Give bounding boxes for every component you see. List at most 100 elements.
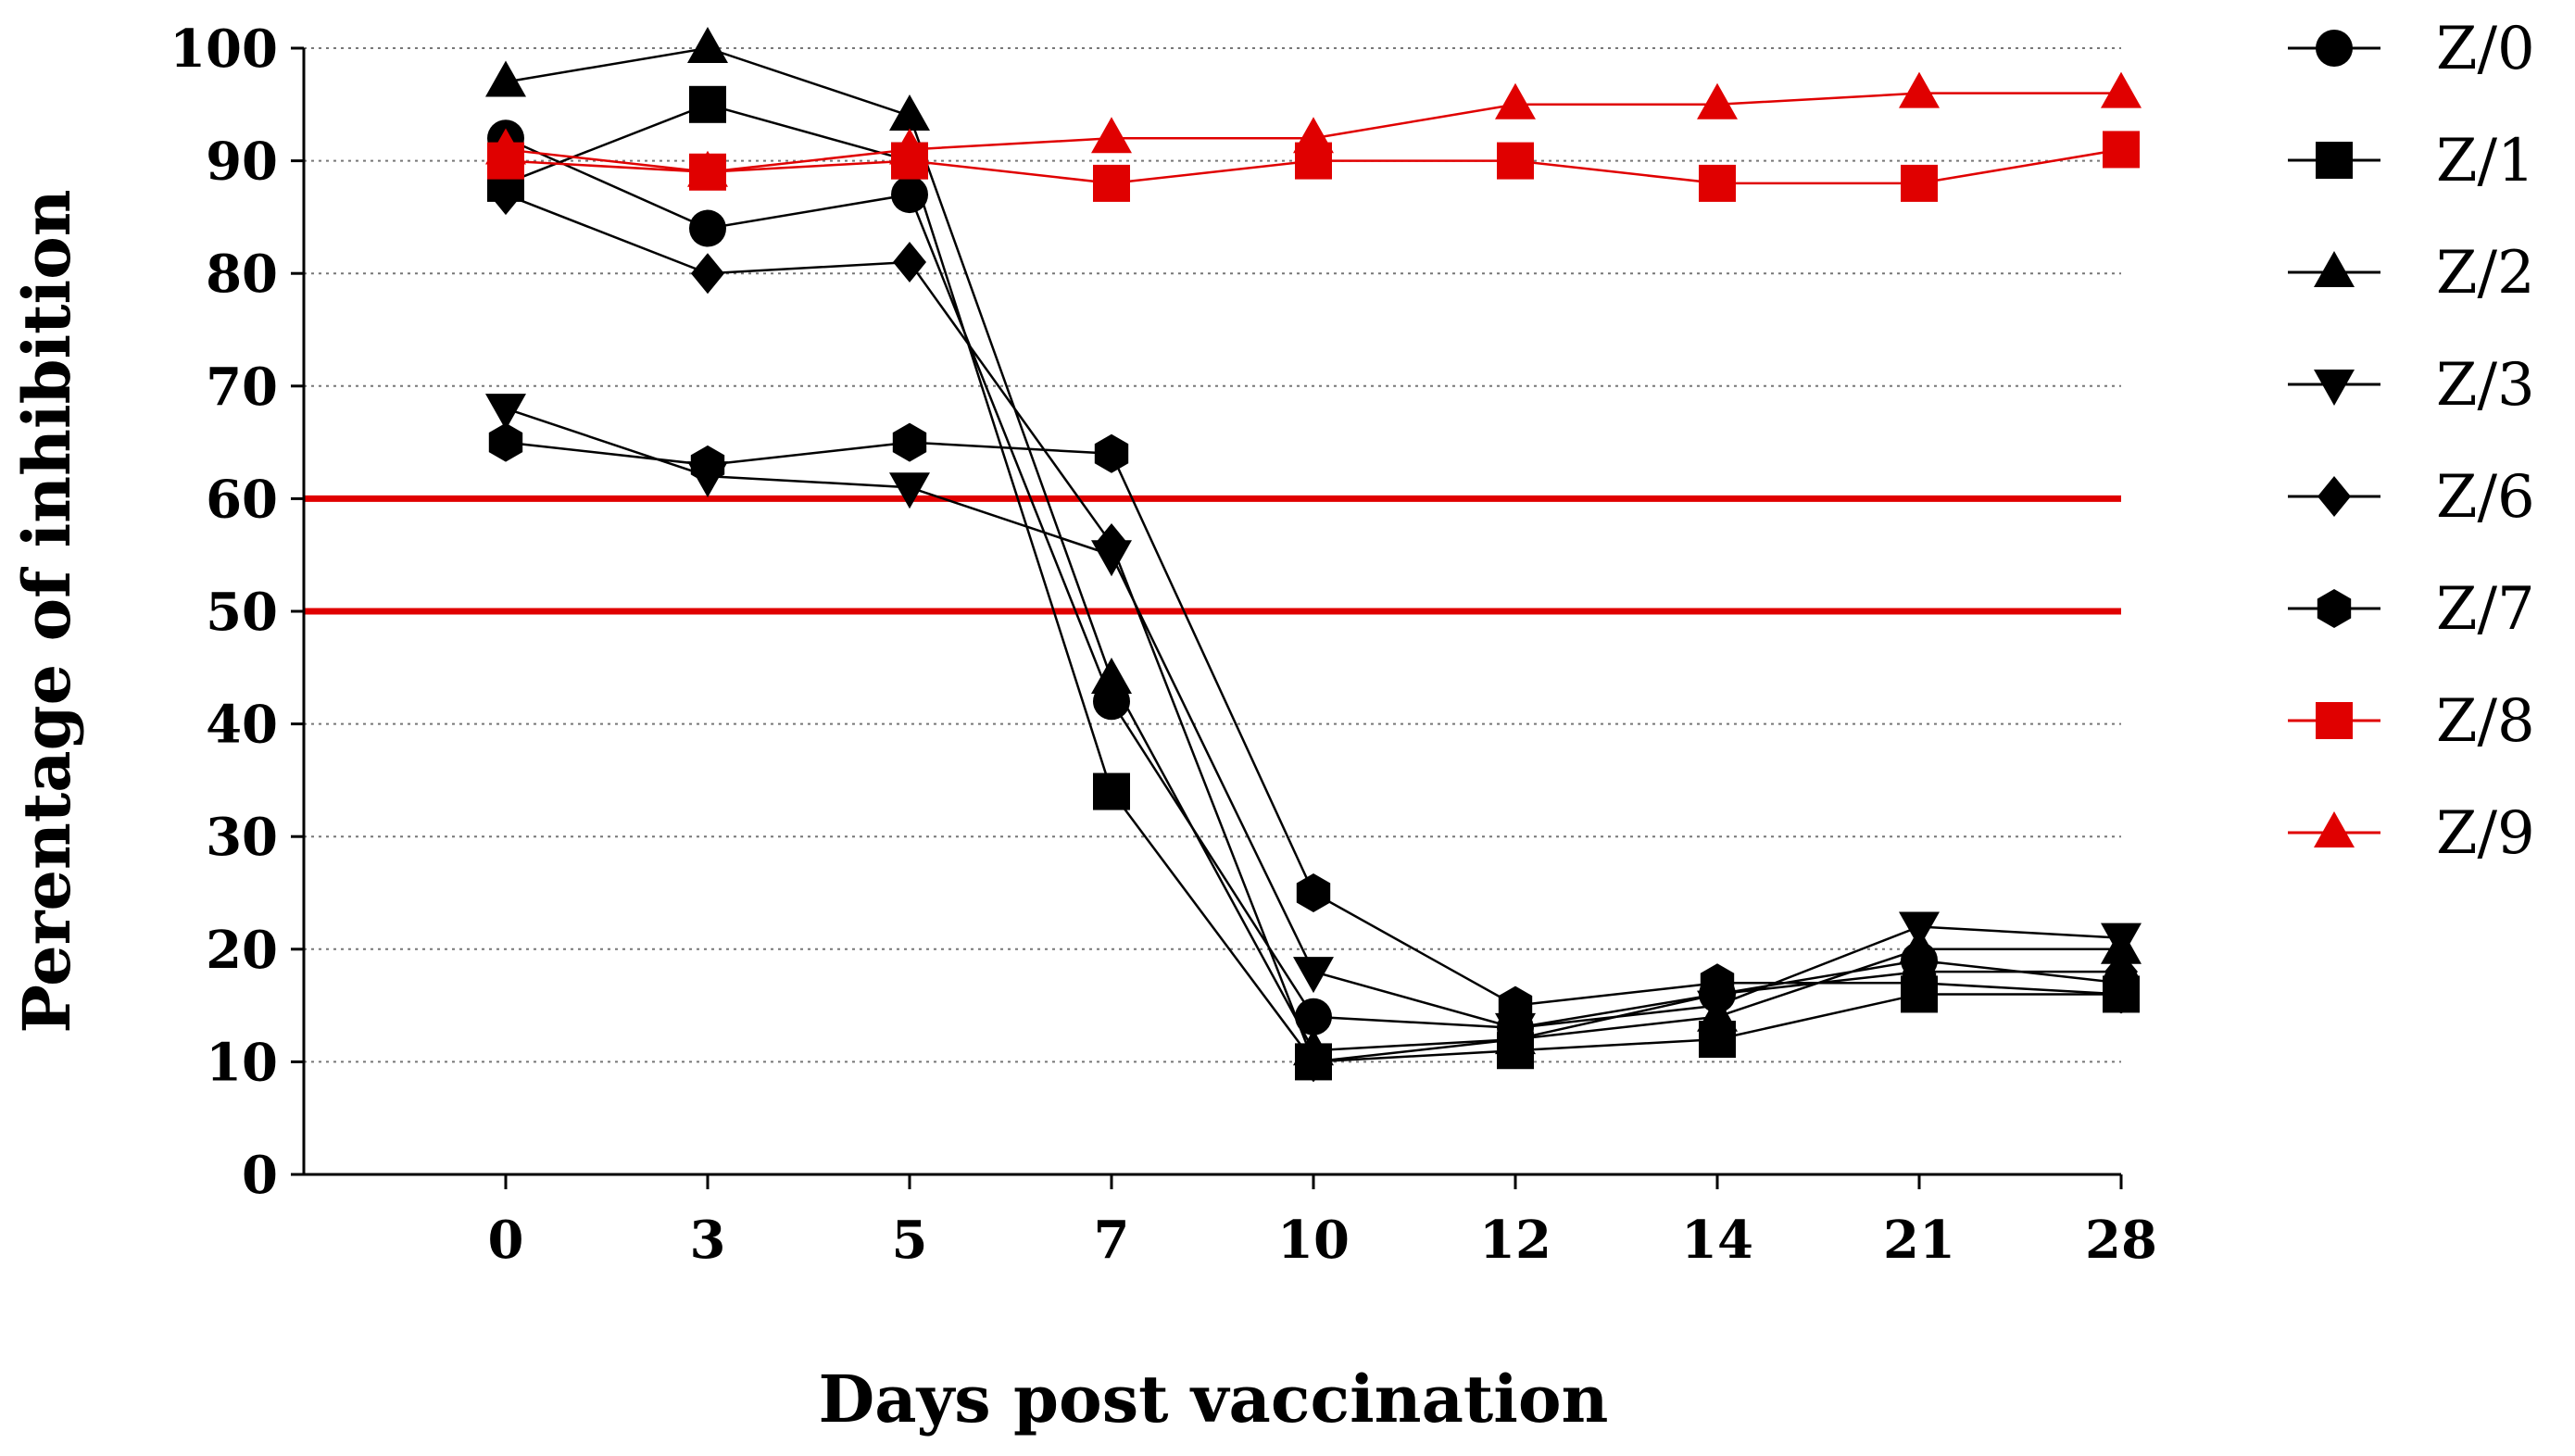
legend-marker-icon	[2317, 589, 2352, 628]
x-tick-label: 0	[488, 1210, 524, 1271]
legend-label: Z/3	[2436, 351, 2535, 420]
x-tick-label: 3	[690, 1210, 726, 1271]
x-tick-label: 28	[2085, 1210, 2157, 1271]
data-point	[485, 60, 526, 97]
x-axis-title: Days post vaccination	[819, 1361, 1609, 1437]
data-point	[1293, 957, 1334, 994]
legend-marker-icon	[2314, 370, 2355, 406]
series-Z-9	[485, 71, 2142, 187]
data-point	[1091, 657, 1132, 694]
legend-item: Z/7	[2288, 575, 2535, 644]
data-point	[1093, 164, 1130, 202]
data-point	[892, 422, 927, 462]
series-group	[485, 27, 2142, 1083]
data-point	[1901, 164, 1938, 202]
data-point	[891, 176, 928, 214]
legend-marker-icon	[2318, 476, 2351, 517]
data-point	[1902, 963, 1937, 1003]
reference-lines	[304, 495, 2121, 615]
y-tick-label: 90	[206, 132, 278, 193]
data-point	[1899, 911, 1940, 948]
data-point	[1293, 117, 1334, 154]
gridlines	[304, 47, 2121, 1063]
legend-label: Z/6	[2436, 463, 2535, 532]
data-point	[1091, 117, 1132, 154]
data-point	[1495, 82, 1536, 119]
data-point	[488, 422, 523, 462]
legend-label: Z/7	[2436, 575, 2535, 644]
data-point	[889, 128, 930, 165]
legend-label: Z/9	[2436, 799, 2535, 868]
data-point	[1295, 998, 1332, 1036]
legend-item: Z/0	[2288, 15, 2535, 83]
legend-item: Z/8	[2288, 687, 2535, 756]
data-point	[893, 242, 926, 283]
legend-marker-icon	[2314, 251, 2355, 287]
data-point	[1899, 71, 1940, 108]
axes: 0 10 20 30 40 50 60 70 80 90 100 0 3 5 7 10 12 14 21 28	[170, 19, 2157, 1271]
legend-marker-icon	[2316, 142, 2353, 179]
y-axis-title: Perentage of inhibition	[8, 189, 85, 1033]
series-line	[505, 103, 2121, 1063]
y-tick-label: 20	[206, 920, 278, 981]
data-point	[1497, 142, 1534, 180]
data-point	[485, 128, 526, 165]
legend-item: Z/6	[2288, 463, 2535, 532]
legend-item: Z/3	[2288, 351, 2535, 420]
series-Z-7	[488, 422, 2139, 1025]
legend-label: Z/0	[2436, 15, 2535, 83]
series-Z-3	[485, 394, 2142, 1049]
y-tick-label: 40	[206, 695, 278, 756]
legend-label: Z/8	[2436, 687, 2535, 756]
data-point	[485, 394, 526, 431]
data-point	[1296, 873, 1331, 912]
data-point	[1095, 523, 1128, 565]
x-tick-label: 10	[1277, 1210, 1350, 1271]
series-line	[505, 193, 2121, 1063]
y-tick-label: 60	[206, 469, 278, 530]
x-tick-label: 12	[1479, 1210, 1551, 1271]
y-tick-label: 100	[170, 19, 278, 80]
data-point	[687, 150, 728, 187]
x-tick-label: 5	[892, 1210, 928, 1271]
x-tick-label: 7	[1094, 1210, 1130, 1271]
data-point	[1700, 963, 1735, 1003]
data-point	[489, 174, 522, 216]
data-point	[889, 472, 930, 509]
data-point	[1499, 1019, 1532, 1061]
data-point	[1297, 1041, 1330, 1083]
legend-marker-icon	[2316, 30, 2353, 67]
x-tick-label: 14	[1681, 1210, 1753, 1271]
data-point	[1697, 82, 1738, 119]
data-point	[889, 94, 930, 131]
data-point	[689, 85, 726, 123]
y-tick-label: 0	[242, 1145, 278, 1206]
series-Z-6	[489, 174, 2138, 1083]
legend-item: Z/2	[2288, 239, 2535, 308]
data-point	[1498, 985, 1533, 1025]
legend: Z/0 Z/1 Z/2 Z/3 Z/6 Z/7 Z/8 Z/9	[2288, 15, 2535, 868]
data-point	[1093, 772, 1130, 810]
data-point	[690, 445, 725, 484]
data-point	[1699, 164, 1736, 202]
legend-marker-icon	[2314, 811, 2355, 847]
y-tick-label: 80	[206, 244, 278, 305]
data-point	[1094, 433, 1129, 473]
legend-label: Z/1	[2436, 127, 2535, 195]
legend-item: Z/9	[2288, 799, 2535, 868]
data-point	[687, 27, 728, 63]
series-Z-1	[487, 85, 2140, 1081]
legend-item: Z/1	[2288, 127, 2535, 195]
data-point	[691, 253, 724, 295]
data-point	[2101, 923, 2142, 960]
data-point	[2104, 974, 2139, 1014]
data-point	[689, 209, 726, 247]
x-tick-label: 21	[1883, 1210, 1955, 1271]
y-tick-label: 50	[206, 582, 278, 643]
y-tick-label: 10	[206, 1032, 278, 1093]
data-point	[2103, 131, 2140, 169]
legend-marker-icon	[2316, 702, 2353, 739]
y-tick-label: 30	[206, 807, 278, 868]
data-point	[2101, 71, 2142, 108]
